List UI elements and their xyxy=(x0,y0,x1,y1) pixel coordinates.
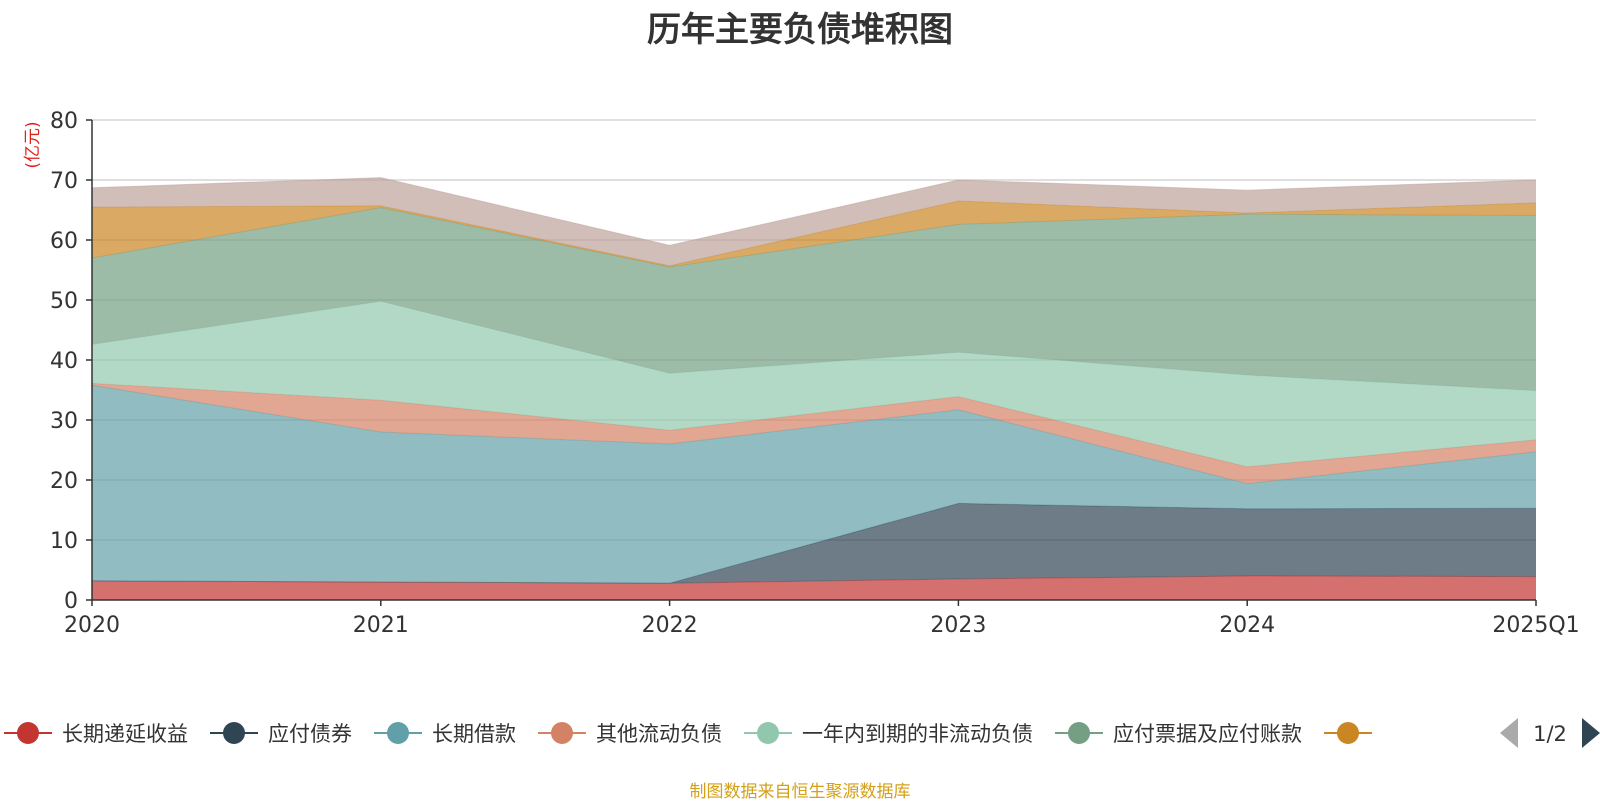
area-series-2 xyxy=(92,385,1536,584)
legend-label-1: 应付债券 xyxy=(268,722,352,746)
legend-marker-1 xyxy=(222,722,245,744)
y-tick-label-60: 60 xyxy=(50,229,78,254)
x-tick-label-0: 2020 xyxy=(64,613,120,638)
axes: 0 10 20 30 40 50 60 70 80 2020 2021 2022 2023 2024 202… xyxy=(50,109,1580,638)
legend-item-0[interactable]: 长期递延收益 xyxy=(4,722,188,746)
y-tick-label-20: 20 xyxy=(50,469,78,494)
area-series xyxy=(91,177,1537,600)
legend-item-1[interactable]: 应付债券 xyxy=(209,722,352,746)
area-series-3 xyxy=(92,383,1536,484)
legend-item-5[interactable]: 应付票据及应付账款 xyxy=(1054,722,1302,746)
legend-label-5: 应付票据及应付账款 xyxy=(1113,722,1302,746)
legend-marker-2 xyxy=(386,722,409,744)
x-tick-label-5: 2025Q1 xyxy=(1492,613,1579,638)
y-axis-unit-label: (亿元) xyxy=(23,121,43,168)
legend-marker-0 xyxy=(17,722,39,744)
x-tick-label-1: 2021 xyxy=(353,613,409,638)
legend-marker-6 xyxy=(1336,722,1359,744)
legend-marker-5 xyxy=(1067,722,1090,744)
area-series-6 xyxy=(92,201,1536,267)
y-tick-label-70: 70 xyxy=(50,169,78,194)
y-tick-label-0: 0 xyxy=(64,589,78,614)
legend-item-6[interactable] xyxy=(1323,722,1372,744)
legend-label-0: 长期递延收益 xyxy=(62,722,188,746)
footer-source-note: 制图数据来自恒生聚源数据库 xyxy=(689,782,911,802)
area-series-1 xyxy=(92,503,1536,584)
legend-label-4: 一年内到期的非流动负债 xyxy=(802,722,1033,746)
x-tick-label-2: 2022 xyxy=(642,613,698,638)
legend-label-3: 其他流动负债 xyxy=(596,722,722,746)
legend-next-icon[interactable] xyxy=(1582,718,1600,748)
area-series-line-7 xyxy=(91,177,1537,246)
x-tick-label-3: 2023 xyxy=(930,613,986,638)
legend-prev-icon[interactable] xyxy=(1500,718,1518,748)
legend-label-2: 长期借款 xyxy=(432,722,516,746)
y-tick-label-80: 80 xyxy=(50,109,78,134)
area-series-5 xyxy=(92,207,1536,391)
legend-item-4[interactable]: 一年内到期的非流动负债 xyxy=(743,722,1033,746)
y-tick-label-30: 30 xyxy=(50,409,78,434)
legend-item-2[interactable]: 长期借款 xyxy=(373,722,516,746)
legend-marker-3 xyxy=(550,722,573,744)
y-tick-label-50: 50 xyxy=(50,289,78,314)
legend-page-indicator: 1/2 xyxy=(1533,722,1567,746)
y-tick-label-10: 10 xyxy=(50,529,78,554)
x-tick-label-4: 2024 xyxy=(1219,613,1275,638)
chart-title: 历年主要负债堆积图 xyxy=(647,10,953,50)
area-series-4 xyxy=(92,301,1536,467)
legend: 长期递延收益 应付债券 长期借款 其他流动负债 一年内到期的非流动负债 应付票据及应付账款… xyxy=(4,718,1600,748)
y-tick-label-40: 40 xyxy=(50,349,78,374)
area-series-0 xyxy=(92,576,1536,600)
legend-marker-4 xyxy=(756,722,779,744)
legend-pager: 1/2 xyxy=(1500,718,1600,748)
area-series-7 xyxy=(92,177,1536,266)
legend-item-3[interactable]: 其他流动负债 xyxy=(537,722,722,746)
